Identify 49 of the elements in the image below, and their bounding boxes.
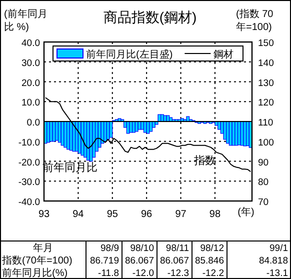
y2-tick-label: 120 <box>258 98 274 109</box>
y-tick-label: 30.0 <box>22 58 40 69</box>
text: 98/11 <box>166 243 189 254</box>
y2-tick-label: 90 <box>258 157 269 168</box>
x-tick-label: 93 <box>38 209 50 220</box>
y2-tick-label: 130 <box>258 78 274 89</box>
y2-axis-title: (指数 70年=100) <box>236 8 274 34</box>
legend-label: 鋼材 <box>214 48 234 60</box>
chart-title: 商品指数(鋼材) <box>103 9 197 25</box>
text: 98/10 <box>130 243 154 254</box>
text: -12.0 <box>132 268 154 279</box>
y-tick-label: 40.0 <box>22 38 40 49</box>
text: -11.8 <box>98 268 119 279</box>
y-tick-label: -40.0 <box>18 197 40 208</box>
y-tick-label: 10.0 <box>22 98 40 109</box>
y2-tick-label: 150 <box>258 38 274 49</box>
y-axis-title: (前年同月比 %) <box>4 8 48 34</box>
y-tick-label: 20.0 <box>22 78 40 89</box>
text: 86.067 <box>124 256 154 266</box>
y2-tick-label: 140 <box>258 58 274 69</box>
text: 前年同月比(%) <box>2 267 68 279</box>
x-tick-label: 98 <box>209 209 221 220</box>
annotation: 指数 <box>193 155 216 167</box>
x-tick-label: 96 <box>141 209 153 220</box>
y2-tick-label: 100 <box>258 137 274 148</box>
text: 98/12 <box>200 243 224 254</box>
x-tick-label: 94 <box>72 209 84 220</box>
y-tick-label: -30.0 <box>18 177 40 188</box>
text: -13.1 <box>266 268 288 279</box>
text: 98/9 <box>100 243 119 254</box>
legend-label: 前年同月比(左目盛) <box>86 48 173 60</box>
text: 86.719 <box>90 256 119 266</box>
y-tick-label: -10.0 <box>18 137 40 148</box>
text: -12.2 <box>202 268 224 279</box>
text: 年月 <box>33 242 53 254</box>
y2-tick-label: 80 <box>258 177 269 188</box>
text: -12.3 <box>167 268 189 279</box>
text: 指数(70年=100) <box>1 254 72 266</box>
x-axis-title: (年) <box>238 206 254 218</box>
y-tick-label: -20.0 <box>18 157 40 168</box>
text: 86.067 <box>160 256 189 266</box>
y-tick-label: 0.0 <box>26 118 40 128</box>
y2-tick-label: 110 <box>258 118 274 128</box>
x-tick-label: 97 <box>175 209 187 220</box>
text: 84.818 <box>258 256 288 266</box>
text: 85.846 <box>194 256 224 266</box>
text: 99/1 <box>270 243 288 254</box>
x-tick-label: 95 <box>106 209 118 220</box>
y2-tick-label: 70 <box>258 197 269 208</box>
